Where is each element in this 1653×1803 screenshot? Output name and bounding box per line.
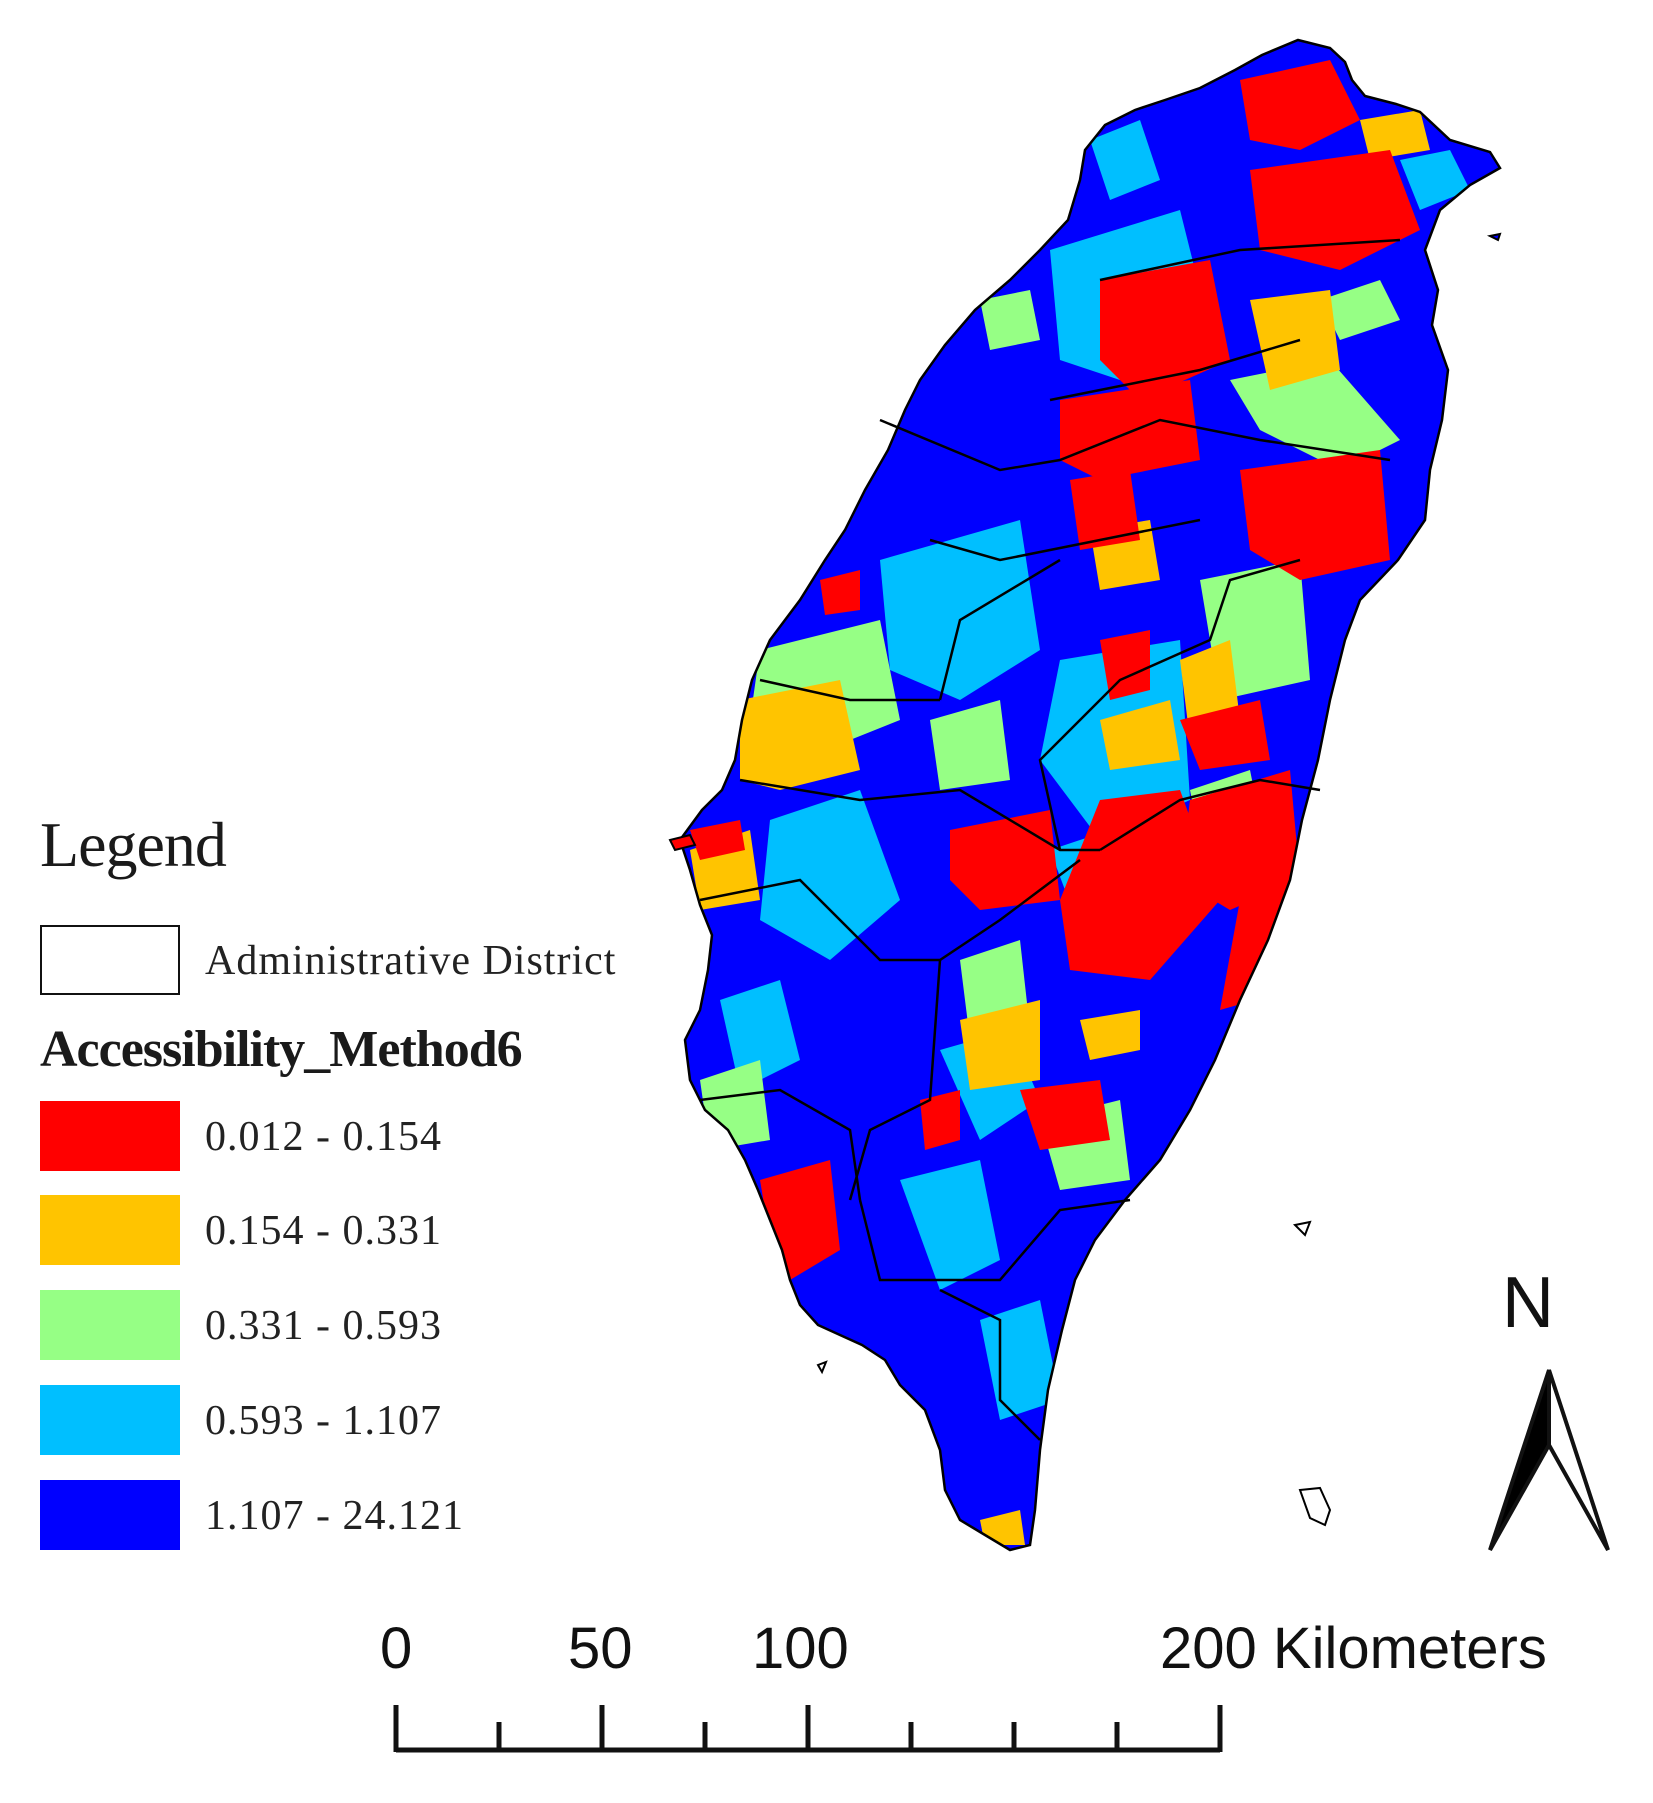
legend-title: Legend: [40, 809, 227, 880]
scale-label-0: 0: [380, 1616, 413, 1681]
north-arrow-icon: [1488, 1369, 1610, 1551]
district-swatch: [40, 925, 180, 995]
class-label: 0.331 - 0.593: [205, 1303, 442, 1349]
choropleth-map: [680, 40, 1500, 1550]
class-label: 1.107 - 24.121: [205, 1493, 464, 1539]
class-swatch: [40, 1290, 180, 1360]
administrative-district-boundaries: [678, 38, 1502, 1552]
class-label: 0.593 - 1.107: [205, 1398, 442, 1444]
class-swatch: [40, 1195, 180, 1265]
district-label: Administrative District: [205, 938, 617, 984]
offshore-islands: [668, 232, 1502, 1527]
scale-label-100: 100: [752, 1616, 849, 1681]
legend-field-title: Accessibility_Method6: [40, 1021, 523, 1078]
class-label: 0.154 - 0.331: [205, 1208, 442, 1254]
north-label: N: [1502, 1263, 1554, 1343]
scale-bar: [393, 1705, 1223, 1753]
class-label: 0.012 - 0.154: [205, 1114, 442, 1160]
class-swatch: [40, 1385, 180, 1455]
class-swatch: [40, 1101, 180, 1171]
class-swatch: [40, 1480, 180, 1550]
scale-label-200: 200 Kilometers: [1160, 1616, 1547, 1681]
scale-label-50: 50: [568, 1616, 633, 1681]
